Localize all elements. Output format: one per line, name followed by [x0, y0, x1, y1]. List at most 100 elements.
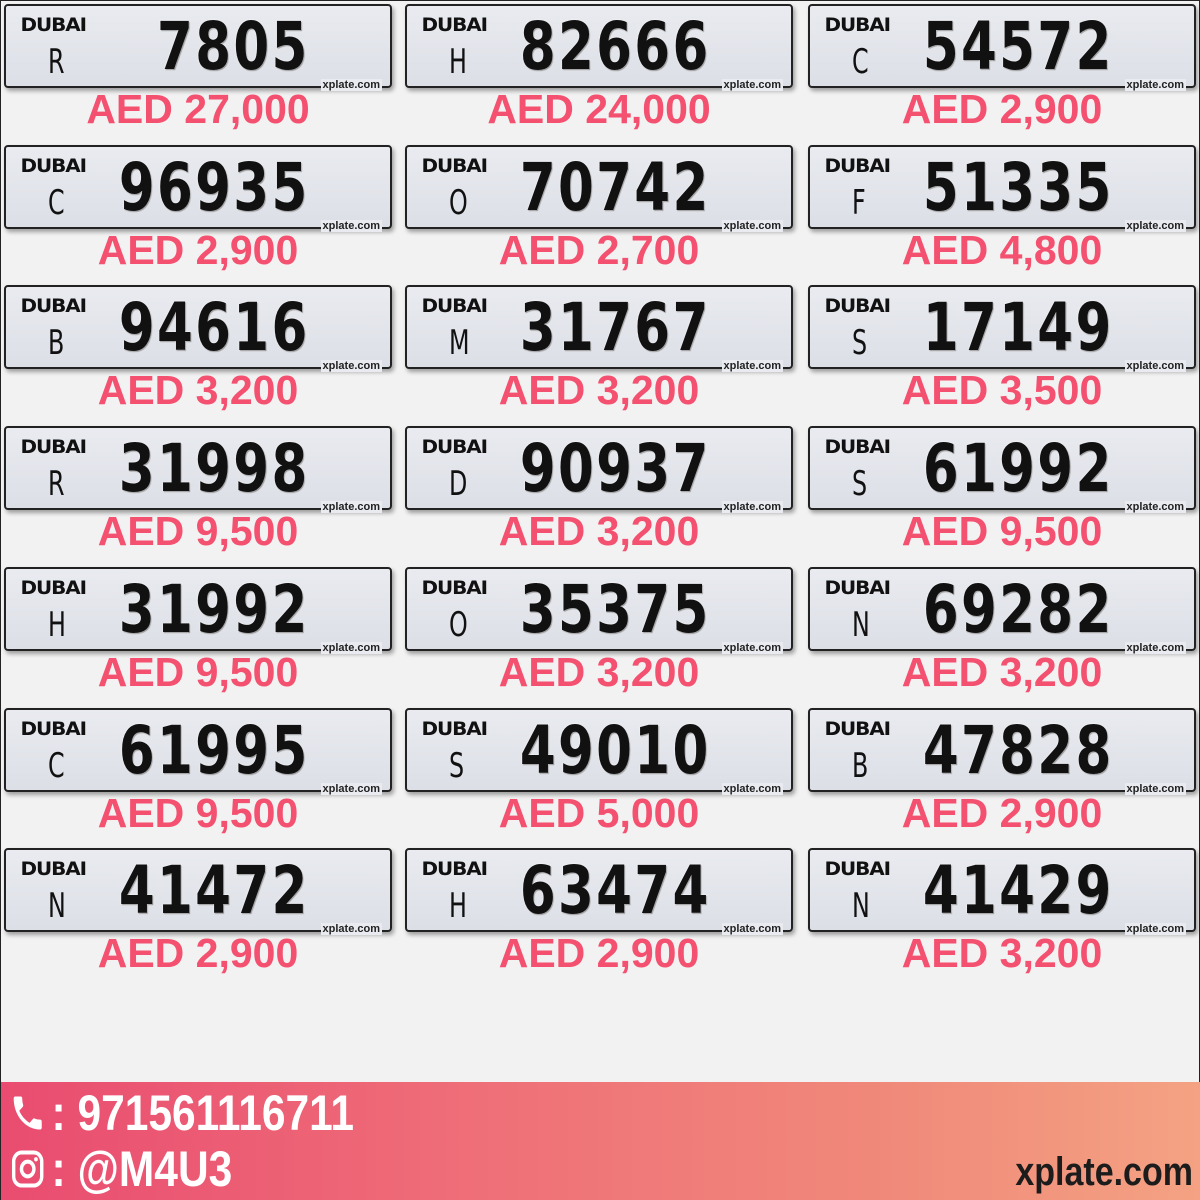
brand-logo: xplate.com [1015, 1150, 1193, 1194]
contact-footer: : 971561116711 : @M4U3 xplate.com [1, 1082, 1200, 1200]
plate-number: 96935 [119, 148, 310, 226]
number-plate: DUBAI H 63474 xplate.com [405, 848, 793, 936]
plate-listing[interactable]: DUBAI S 61992 xplate.com AED 9,500 [808, 426, 1196, 566]
plate-listing[interactable]: DUBAI N 41472 xplate.com AED 2,900 [4, 848, 392, 988]
plate-watermark: xplate.com [320, 641, 382, 654]
plate-price: AED 3,200 [498, 367, 700, 414]
plate-watermark: xplate.com [320, 79, 382, 91]
plate-watermark: xplate.com [721, 782, 783, 795]
plate-listing[interactable]: DUBAI B 94616 xplate.com AED 3,200 [4, 285, 392, 425]
plate-listing[interactable]: DUBAI B 47828 xplate.com AED 2,900 [808, 707, 1196, 848]
plate-price: AED 3,200 [498, 648, 700, 695]
emirate-logo: DUBAI [824, 154, 891, 177]
plate-code: S [852, 464, 868, 505]
number-plate: DUBAI N 41429 xplate.com [808, 848, 1196, 936]
number-plate: DUBAI N 69282 xplate.com [808, 566, 1196, 654]
plate-listing[interactable]: DUBAI R 7805 xplate.com AED 27,000 [4, 4, 392, 144]
plate-watermark: xplate.com [721, 219, 783, 232]
plate-code: H [449, 42, 467, 82]
plate-code: C [48, 745, 65, 786]
plate-price: AED 3,200 [901, 930, 1103, 977]
plate-listing[interactable]: DUBAI O 70742 xplate.com AED 2,700 [405, 144, 793, 285]
plate-price: AED 9,500 [97, 508, 299, 555]
number-plate: DUBAI O 70742 xplate.com [405, 144, 793, 232]
plate-price: AED 2,900 [901, 789, 1103, 836]
plate-number: 63474 [520, 852, 711, 930]
plate-listing[interactable]: DUBAI D 90937 xplate.com AED 3,200 [405, 426, 793, 566]
emirate-logo: DUBAI [20, 717, 87, 740]
plate-number: 17149 [923, 289, 1114, 367]
plate-watermark: xplate.com [1124, 79, 1186, 91]
number-plate: DUBAI B 94616 xplate.com [4, 285, 392, 373]
emirate-logo: DUBAI [421, 858, 488, 881]
plate-code: F [852, 182, 866, 223]
number-plate: DUBAI C 96935 xplate.com [4, 144, 392, 232]
plate-listing[interactable]: DUBAI N 69282 xplate.com AED 3,200 [808, 566, 1196, 707]
plate-code: N [852, 886, 870, 927]
phone-number: : 971561116711 [51, 1085, 355, 1141]
plate-watermark: xplate.com [1124, 219, 1186, 232]
plate-listing[interactable]: DUBAI S 17149 xplate.com AED 3,500 [808, 285, 1196, 425]
plate-number: 31998 [119, 430, 310, 508]
plate-code: S [449, 745, 465, 786]
emirate-logo: DUBAI [421, 436, 488, 459]
plate-watermark: xplate.com [320, 923, 382, 936]
plate-number: 49010 [520, 711, 711, 789]
number-plate: DUBAI M 31767 xplate.com [405, 285, 793, 373]
plate-watermark: xplate.com [320, 501, 382, 514]
plate-code: O [449, 604, 468, 645]
number-plate: DUBAI S 49010 xplate.com [405, 707, 793, 795]
plate-listing[interactable]: DUBAI R 31998 xplate.com AED 9,500 [4, 426, 392, 566]
plate-listing[interactable]: DUBAI H 31992 xplate.com AED 9,500 [4, 566, 392, 707]
plate-price: AED 3,500 [901, 367, 1103, 414]
emirate-logo: DUBAI [20, 858, 87, 881]
plate-listing[interactable]: DUBAI M 31767 xplate.com AED 3,200 [405, 285, 793, 425]
plate-price: AED 2,700 [498, 226, 700, 273]
plate-code: R [48, 464, 65, 505]
plate-price: AED 3,200 [498, 508, 700, 555]
number-plate: DUBAI D 90937 xplate.com [405, 426, 793, 514]
plate-listing[interactable]: DUBAI H 82666 xplate.com AED 24,000 [405, 4, 793, 144]
plate-listing[interactable]: DUBAI N 41429 xplate.com AED 3,200 [808, 848, 1196, 988]
number-plate: DUBAI H 31992 xplate.com [4, 566, 392, 654]
plate-number: 7805 [157, 8, 310, 85]
plate-price: AED 4,800 [901, 226, 1103, 273]
plate-watermark: xplate.com [1124, 923, 1186, 936]
plate-listing[interactable]: DUBAI C 96935 xplate.com AED 2,900 [4, 144, 392, 285]
plate-watermark: xplate.com [721, 923, 783, 936]
plate-code: S [852, 323, 868, 364]
plate-listing[interactable]: DUBAI O 35375 xplate.com AED 3,200 [405, 566, 793, 707]
emirate-logo: DUBAI [824, 717, 891, 740]
plate-watermark: xplate.com [721, 641, 783, 654]
emirate-logo: DUBAI [20, 436, 87, 459]
number-plate: DUBAI C 54572 xplate.com [808, 4, 1196, 91]
plate-watermark: xplate.com [721, 79, 783, 91]
plate-watermark: xplate.com [1124, 641, 1186, 654]
plate-price: AED 2,900 [97, 226, 299, 273]
number-plate: DUBAI R 31998 xplate.com [4, 426, 392, 514]
plate-price: AED 24,000 [487, 86, 711, 132]
plate-number: 31767 [520, 289, 711, 367]
plate-listing[interactable]: DUBAI S 49010 xplate.com AED 5,000 [405, 707, 793, 848]
plate-watermark: xplate.com [721, 360, 783, 373]
plate-price: AED 2,900 [901, 86, 1103, 132]
emirate-logo: DUBAI [824, 14, 891, 36]
instagram-icon [11, 1150, 44, 1188]
plate-price: AED 3,200 [901, 648, 1103, 695]
plate-listing[interactable]: DUBAI F 51335 xplate.com AED 4,800 [808, 144, 1196, 285]
number-plate: DUBAI H 82666 xplate.com [405, 4, 793, 91]
instagram-handle: : @M4U3 [51, 1141, 233, 1197]
emirate-logo: DUBAI [20, 14, 87, 36]
plate-watermark: xplate.com [1124, 501, 1186, 514]
plate-price: AED 2,900 [97, 930, 299, 977]
emirate-logo: DUBAI [824, 436, 891, 459]
plate-listing[interactable]: DUBAI H 63474 xplate.com AED 2,900 [405, 848, 793, 988]
plate-number: 31992 [119, 570, 310, 648]
plate-watermark: xplate.com [1124, 360, 1186, 373]
plate-code: N [852, 604, 870, 645]
number-plate: DUBAI R 7805 xplate.com [4, 4, 392, 91]
plate-number: 35375 [520, 570, 711, 648]
plate-listing[interactable]: DUBAI C 54572 xplate.com AED 2,900 [808, 4, 1196, 144]
plate-listing[interactable]: DUBAI C 61995 xplate.com AED 9,500 [4, 707, 392, 848]
emirate-logo: DUBAI [421, 576, 488, 599]
